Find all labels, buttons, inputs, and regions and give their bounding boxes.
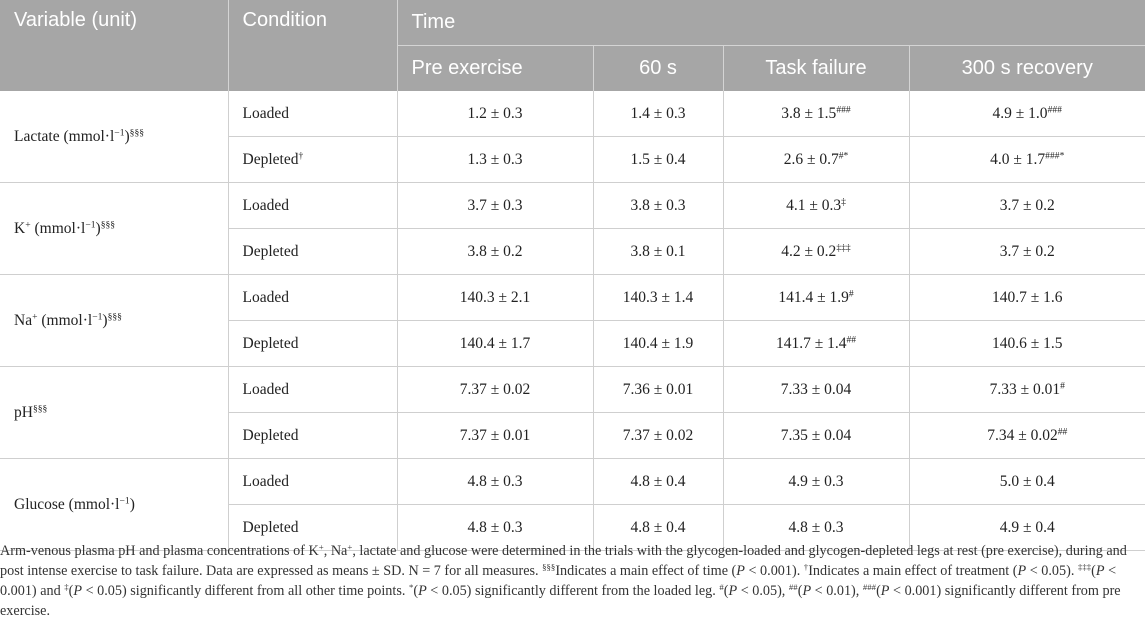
value-cell: 140.3 ± 1.4 (593, 274, 724, 321)
table-row: Na+ (mmol·l−1)§§§ Loaded 140.3 ± 2.1 140.3 … (0, 274, 1145, 367)
condition-cell: Depleted (228, 504, 398, 551)
value-cell: 141.7 ± 1.4## (723, 320, 910, 367)
table-header: Variable (unit) Condition Time Pre exerc… (0, 0, 1145, 91)
value-cell: 4.1 ± 0.3‡ (723, 182, 910, 229)
value-cell: 4.8 ± 0.4 (593, 458, 724, 505)
value-cell: 3.7 ± 0.2 (909, 228, 1145, 275)
value-cell: 4.0 ± 1.7###* (909, 136, 1145, 183)
value-cell: 7.35 ± 0.04 (723, 412, 910, 459)
value-cell: 3.8 ± 1.5### (723, 91, 910, 137)
table-row: Lactate (mmol·l−1)§§§ Loaded 1.2 ± 0.3 1.4 … (0, 91, 1145, 183)
value-cell: 140.4 ± 1.7 (397, 320, 594, 367)
condition-cell: Depleted (228, 412, 398, 459)
variable-cell: K+ (mmol·l−1)§§§ (0, 182, 229, 275)
value-cell: 3.8 ± 0.2 (397, 228, 594, 275)
value-cell: 1.2 ± 0.3 (397, 91, 594, 137)
value-cell: 4.9 ± 0.4 (909, 504, 1145, 551)
header-timepoint: 60 s (593, 45, 724, 91)
value-cell: 7.37 ± 0.02 (397, 366, 594, 413)
variable-cell: Glucose (mmol·l−1) (0, 458, 229, 551)
variable-cell: pH§§§ (0, 366, 229, 459)
value-cell: 3.8 ± 0.1 (593, 228, 724, 275)
value-cell: 1.3 ± 0.3 (397, 136, 594, 183)
value-cell: 5.0 ± 0.4 (909, 458, 1145, 505)
value-cell: 140.7 ± 1.6 (909, 274, 1145, 321)
value-cell: 7.33 ± 0.01# (909, 366, 1145, 413)
table-row: Depleted† 1.3 ± 0.3 1.5 ± 0.4 2.6 ± 0.7#* 4.… (0, 136, 1145, 183)
value-cell: 3.8 ± 0.3 (593, 182, 724, 229)
condition-cell: Loaded (228, 182, 398, 229)
value-cell: 7.37 ± 0.01 (397, 412, 594, 459)
table-row: Depleted 140.4 ± 1.7 140.4 ± 1.9 141.7 ± 1.… (0, 320, 1145, 367)
table-row: K+ (mmol·l−1)§§§ Loaded 3.7 ± 0.3 3.8 ± 0.3… (0, 182, 1145, 275)
value-cell: 1.5 ± 0.4 (593, 136, 724, 183)
condition-cell: Depleted (228, 228, 398, 275)
header-condition: Condition (228, 0, 398, 91)
value-cell: 7.34 ± 0.02## (909, 412, 1145, 459)
header-variable: Variable (unit) (0, 0, 229, 91)
table-row: pH§§§ Loaded 7.37 ± 0.02 7.36 ± 0.01 7.33 ± … (0, 366, 1145, 459)
value-cell: 1.4 ± 0.3 (593, 91, 724, 137)
value-cell: 3.7 ± 0.3 (397, 182, 594, 229)
value-cell: 141.4 ± 1.9# (723, 274, 910, 321)
value-cell: 4.8 ± 0.3 (723, 504, 910, 551)
value-cell: 4.9 ± 0.3 (723, 458, 910, 505)
variable-cell: Lactate (mmol·l−1)§§§ (0, 91, 229, 183)
header-time: Time (397, 0, 1145, 46)
table-row: Depleted 3.8 ± 0.2 3.8 ± 0.1 4.2 ± 0.2‡‡‡ 3.… (0, 228, 1145, 275)
table-row: Depleted 7.37 ± 0.01 7.37 ± 0.02 7.35 ± 0.0… (0, 412, 1145, 459)
value-cell: 4.2 ± 0.2‡‡‡ (723, 228, 910, 275)
value-cell: 140.6 ± 1.5 (909, 320, 1145, 367)
value-cell: 7.33 ± 0.04 (723, 366, 910, 413)
variable-cell: Na+ (mmol·l−1)§§§ (0, 274, 229, 367)
value-cell: 140.4 ± 1.9 (593, 320, 724, 367)
value-cell: 3.7 ± 0.2 (909, 182, 1145, 229)
value-cell: 4.9 ± 1.0### (909, 91, 1145, 137)
table-body: Lactate (mmol·l−1)§§§ Loaded 1.2 ± 0.3 1.4 … (0, 91, 1145, 551)
value-cell: 4.8 ± 0.3 (397, 458, 594, 505)
condition-cell: Loaded (228, 274, 398, 321)
condition-cell: Loaded (228, 458, 398, 505)
condition-cell: Loaded (228, 91, 398, 137)
value-cell: 7.37 ± 0.02 (593, 412, 724, 459)
header-timepoint: Task failure (723, 45, 910, 91)
data-table: Variable (unit) Condition Time Pre exerc… (0, 0, 1145, 551)
value-cell: 4.8 ± 0.3 (397, 504, 594, 551)
header-timepoint: Pre exercise (397, 45, 594, 91)
table-footnote: Arm-venous plasma pH and plasma concentr… (0, 542, 1127, 619)
value-cell: 2.6 ± 0.7#* (723, 136, 910, 183)
value-cell: 4.8 ± 0.4 (593, 504, 724, 551)
condition-cell: Loaded (228, 366, 398, 413)
header-timepoint: 300 s recovery (909, 45, 1145, 91)
table-row: Glucose (mmol·l−1) Loaded 4.8 ± 0.3 4.8 ± 0… (0, 458, 1145, 551)
value-cell: 140.3 ± 2.1 (397, 274, 594, 321)
value-cell: 7.36 ± 0.01 (593, 366, 724, 413)
condition-cell: Depleted† (228, 136, 398, 183)
table-row: Depleted 4.8 ± 0.3 4.8 ± 0.4 4.8 ± 0.3 4.9 ±… (0, 504, 1145, 551)
condition-cell: Depleted (228, 320, 398, 367)
